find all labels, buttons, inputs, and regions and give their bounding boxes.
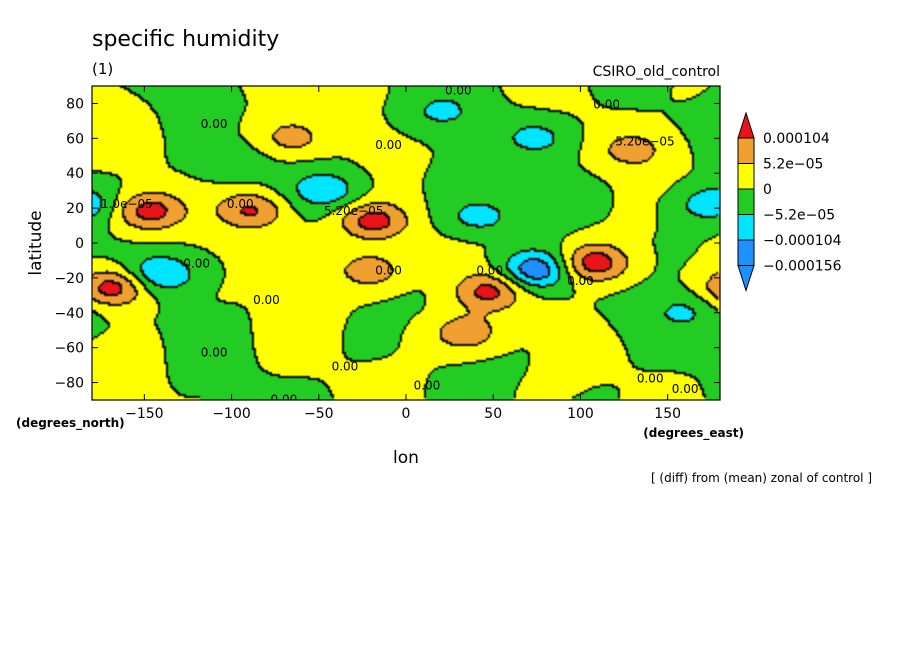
contour-label: 0.00 — [332, 359, 359, 373]
y-axis-label: latitude — [26, 210, 46, 275]
y-tick-label: −80 — [54, 376, 84, 392]
colorbar-segment — [737, 163, 755, 190]
source-label: CSIRO_old_control — [593, 64, 720, 80]
colorbar-extend-bottom — [737, 265, 755, 293]
contour-label: 0.00 — [227, 197, 254, 211]
contour-label: 0.00 — [375, 263, 402, 277]
contour-label: 0.00 — [414, 379, 441, 393]
y-axis-ticks: 80 60 40 20 0 −20 −40 −60 −80 — [54, 96, 720, 392]
x-tick-label: 150 — [654, 406, 681, 422]
colorbar-segment — [737, 239, 755, 266]
colorbar-segment — [737, 214, 755, 241]
y-tick-label: −20 — [54, 271, 84, 287]
contour-label: 0.00 — [253, 293, 280, 307]
contour-label: 0.00 — [445, 84, 472, 98]
contour-label: 0.00 — [201, 345, 228, 359]
colorbar-label: 5.2e−05 — [763, 157, 823, 173]
contour-labels: 0.00 0.00 0.00 0.00 5.20e−05 1.0e−05 0.00 5.20e… — [101, 84, 699, 407]
y-tick-label: 80 — [66, 96, 84, 112]
x-tick-label: 50 — [484, 406, 502, 422]
contour-label: 0.00 — [567, 274, 594, 288]
x-tick-label: 0 — [402, 406, 411, 422]
x-axis-ticks: −150 −100 −50 0 50 100 150 — [125, 86, 681, 422]
x-tick-label: −150 — [125, 406, 163, 422]
y-tick-label: −60 — [54, 341, 84, 357]
colorbar-label: 0 — [763, 182, 772, 198]
contour-label: 0.00 — [593, 98, 620, 112]
contour-label: 0.00 — [637, 372, 664, 386]
contour-label: 1.0e−05 — [101, 197, 153, 211]
contour-label: 0.00 — [201, 117, 228, 131]
x-tick-label: −50 — [304, 406, 334, 422]
x-tick-label: 100 — [567, 406, 594, 422]
contour-label: 5.20e−05 — [324, 204, 383, 218]
x-tick-label: −100 — [212, 406, 250, 422]
contour-label: 5.20e−05 — [615, 134, 674, 148]
colorbar-label: −0.000104 — [763, 233, 842, 249]
chart-title: specific humidity — [92, 27, 279, 52]
y-tick-label: −40 — [54, 306, 84, 322]
chart-subtitle: (1) — [92, 60, 113, 78]
y-unit-label: (degrees_north) — [16, 416, 125, 431]
humidity-field — [92, 86, 720, 400]
colorbar-segment — [737, 137, 755, 164]
colorbar: 0.000104 5.2e−05 0 −5.2e−05 −0.000104 −0.0001… — [737, 111, 842, 293]
colorbar-label: −5.2e−05 — [763, 208, 835, 224]
y-tick-label: 60 — [66, 131, 84, 147]
colorbar-segment — [737, 188, 755, 215]
colorbar-label: −0.000156 — [763, 259, 842, 275]
contour-label: 0.00 — [672, 382, 699, 396]
x-unit-label: (degrees_east) — [643, 426, 744, 441]
contour-label: 0.00 — [375, 138, 402, 152]
contour-label: 0.00 — [271, 393, 298, 407]
footnote: [ (diff) from (mean) zonal of control ] — [651, 471, 872, 485]
plot-area: 0.00 0.00 0.00 0.00 5.20e−05 1.0e−05 0.00 5.20e… — [54, 84, 721, 422]
x-axis-label: lon — [393, 448, 419, 468]
colorbar-label: 0.000104 — [763, 131, 830, 147]
contour-label: 0.00 — [183, 256, 210, 270]
y-tick-label: 40 — [66, 166, 84, 182]
contour-label: 0.00 — [476, 263, 503, 277]
y-tick-label: 0 — [75, 236, 84, 252]
y-tick-label: 20 — [66, 201, 84, 217]
